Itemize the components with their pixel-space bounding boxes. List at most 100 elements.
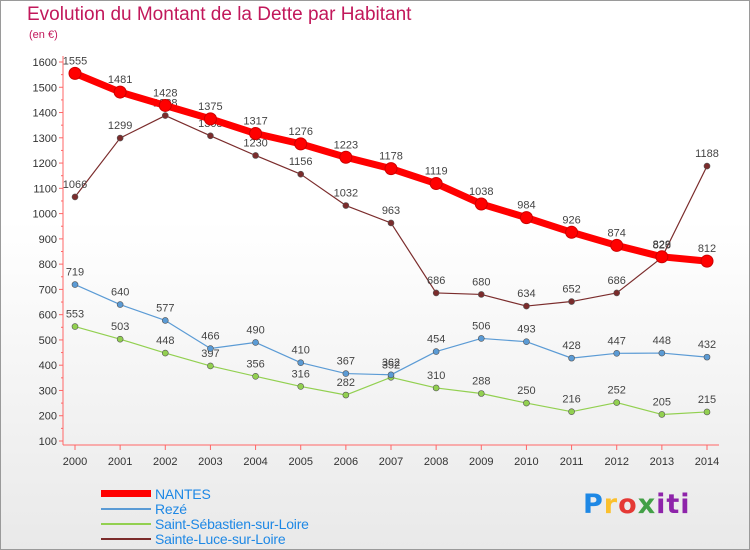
data-label: 1276 [288, 126, 312, 138]
data-label: 252 [608, 385, 626, 397]
data-point [116, 335, 124, 343]
data-label: 1178 [379, 151, 403, 163]
data-label: 874 [608, 227, 626, 239]
data-label: 686 [427, 275, 445, 287]
data-point [658, 349, 666, 357]
y-tick-label: 1600 [33, 57, 57, 69]
data-point [161, 349, 169, 357]
x-tick-label: 2003 [198, 456, 222, 468]
data-point [387, 219, 395, 227]
data-point [613, 350, 621, 357]
chart-subtitle: (en €) [29, 29, 58, 41]
data-label: 447 [608, 335, 626, 347]
data-label: 640 [111, 287, 129, 299]
data-label: 1428 [153, 87, 177, 99]
data-point [71, 281, 79, 288]
data-point [161, 112, 169, 119]
data-label: 1299 [108, 120, 132, 132]
data-label: 652 [562, 284, 580, 296]
data-label: 1481 [108, 74, 132, 86]
data-point [655, 250, 669, 264]
data-point [297, 383, 305, 390]
x-tick-label: 2011 [560, 456, 584, 468]
data-point [703, 408, 711, 416]
data-label: 356 [246, 358, 264, 370]
data-label: 448 [156, 335, 174, 347]
data-point [477, 335, 485, 342]
x-tick-label: 2007 [379, 456, 403, 468]
y-tick-label: 100 [39, 436, 57, 448]
data-point [252, 152, 259, 159]
data-label: 282 [337, 377, 355, 389]
data-point [68, 66, 82, 80]
data-label: 1230 [243, 137, 267, 149]
data-point [384, 162, 398, 176]
data-point [432, 289, 440, 297]
data-label: 490 [246, 324, 264, 336]
data-label: 1038 [469, 186, 493, 198]
data-point [158, 98, 172, 112]
data-label: 215 [698, 394, 716, 406]
data-point [161, 317, 169, 324]
legend-swatch [101, 537, 151, 540]
legend-item: Sainte-Luce-sur-Loire [101, 531, 309, 547]
data-point [432, 348, 440, 355]
data-label: 432 [698, 339, 716, 351]
data-point [565, 225, 579, 239]
y-tick-label: 400 [39, 360, 57, 372]
y-tick-label: 1100 [33, 183, 57, 195]
data-point [297, 170, 305, 178]
data-point [523, 302, 530, 310]
data-point [339, 150, 353, 164]
chart-title: Evolution du Montant de la Dette par Hab… [27, 4, 412, 25]
data-label: 1066 [63, 179, 87, 191]
data-point [474, 197, 488, 211]
data-point [523, 338, 530, 346]
data-label: 448 [653, 335, 671, 347]
legend-swatch [101, 522, 151, 525]
data-label: 634 [517, 288, 535, 300]
data-label: 719 [66, 267, 84, 279]
data-label: 288 [472, 375, 490, 387]
y-tick-label: 700 [39, 284, 57, 296]
legend-item: Saint-Sébastien-sur-Loire [101, 515, 309, 532]
data-point [252, 339, 259, 346]
data-label: 1032 [334, 188, 358, 200]
data-point [342, 391, 350, 399]
data-label: 686 [608, 275, 626, 287]
x-tick-label: 2005 [288, 456, 312, 468]
data-point [432, 384, 440, 392]
data-label: 577 [156, 302, 174, 314]
data-point [116, 134, 124, 142]
legend-item: Rezé [101, 501, 309, 517]
x-tick-label: 2014 [695, 456, 719, 468]
x-tick-label: 2002 [153, 456, 177, 468]
x-tick-label: 2013 [650, 456, 674, 468]
data-point [477, 291, 485, 298]
y-tick-label: 1400 [33, 108, 57, 120]
data-label: 506 [472, 320, 490, 332]
y-tick-label: 300 [39, 385, 57, 397]
y-tick-label: 900 [39, 234, 57, 246]
data-point [207, 362, 214, 370]
data-label: 205 [653, 396, 671, 408]
x-tick-label: 2008 [424, 456, 448, 468]
data-point [387, 371, 395, 379]
chart-legend: NANTES Rezé Saint-Sébastien-sur-Loire Saint… [101, 486, 309, 547]
data-label: 503 [111, 321, 129, 333]
data-label: 1555 [63, 55, 87, 67]
data-label: 466 [201, 331, 219, 343]
data-point [613, 399, 621, 406]
data-point [568, 408, 575, 415]
y-tick-label: 600 [39, 310, 57, 322]
data-point [700, 254, 714, 268]
data-point [703, 162, 711, 170]
data-point [477, 390, 485, 397]
x-tick-label: 2012 [604, 456, 628, 468]
data-point [523, 399, 530, 407]
data-point [613, 289, 621, 297]
data-label: 1156 [289, 156, 313, 168]
legend-label: Saint-Sébastien-sur-Loire [155, 515, 309, 532]
